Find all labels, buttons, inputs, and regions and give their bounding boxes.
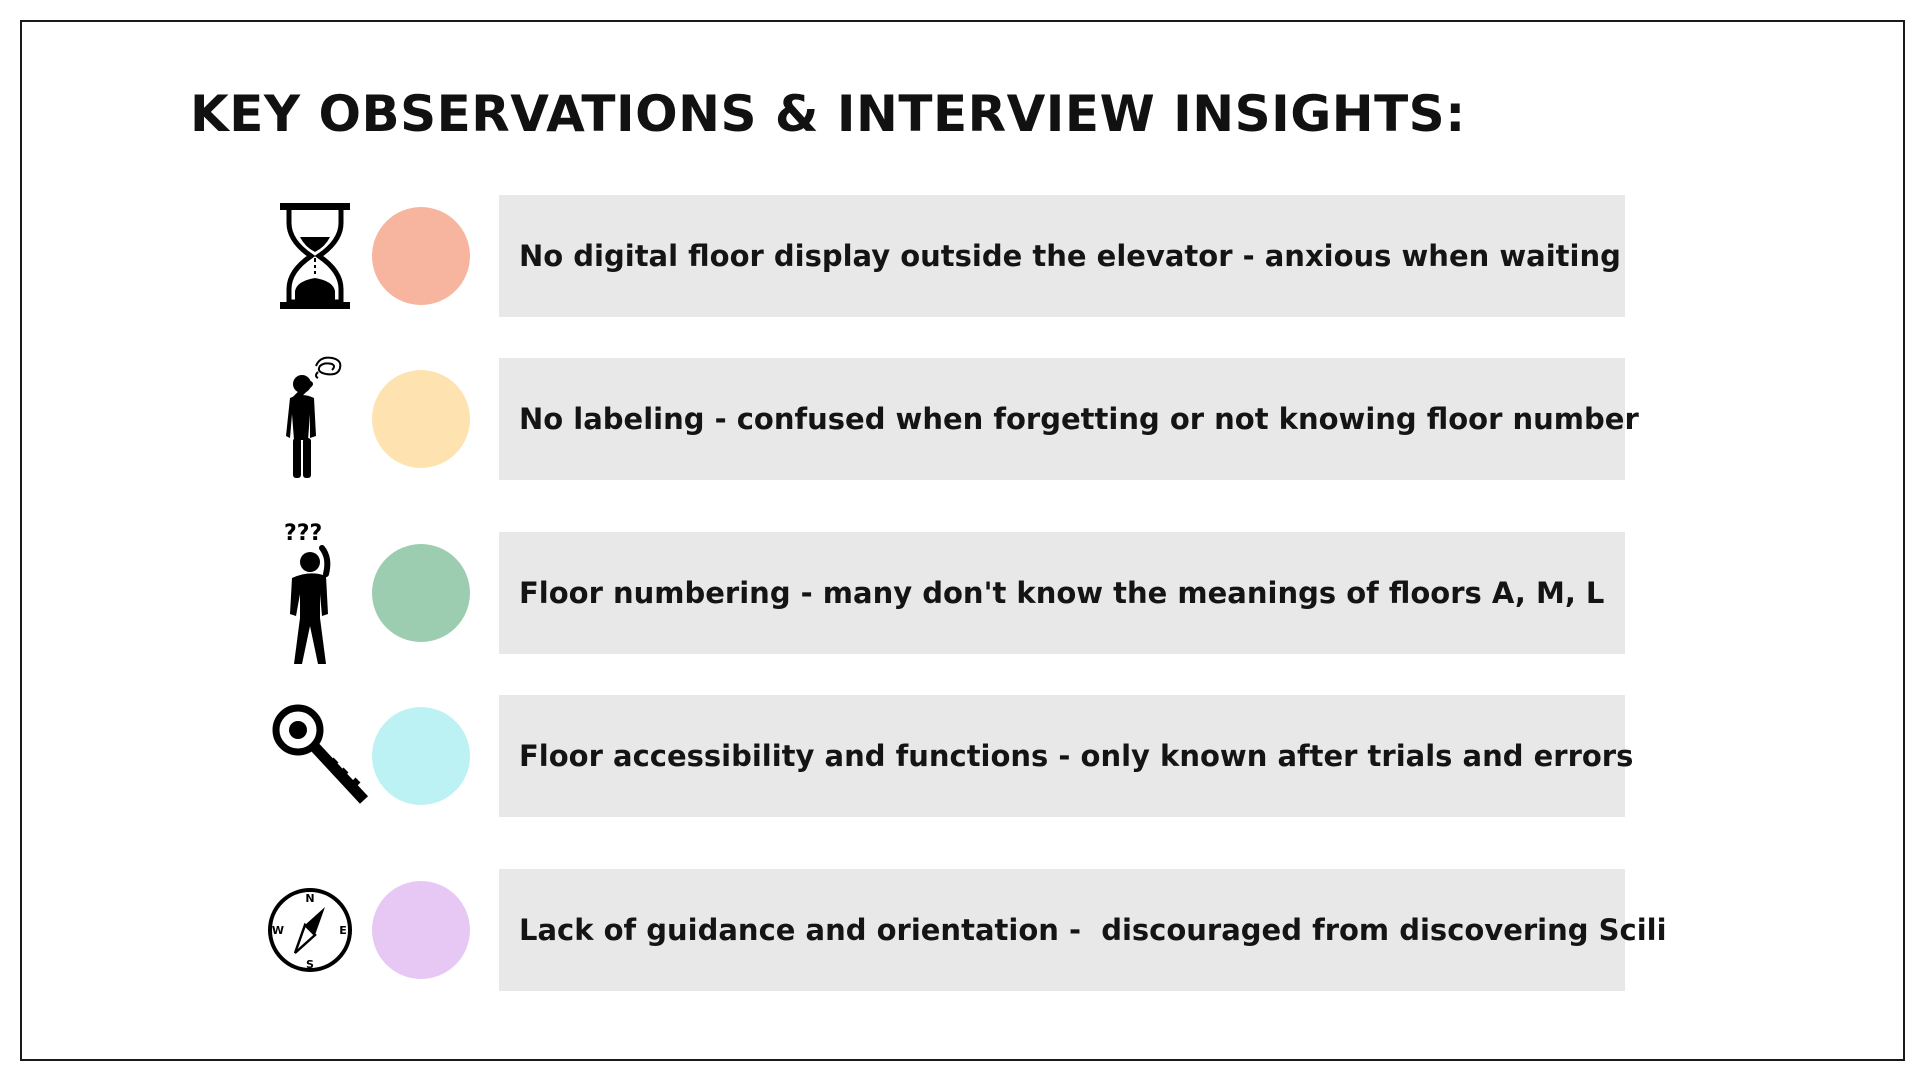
insight-row: ??? Floor numbering - many don't know th… bbox=[0, 521, 1920, 664]
insight-row: N S E W Lack of guidance and orientation… bbox=[0, 869, 1920, 991]
insight-text: No digital floor display outside the ele… bbox=[519, 239, 1621, 273]
insight-box: Floor accessibility and functions - only… bbox=[499, 695, 1633, 817]
status-dot-salmon bbox=[372, 207, 470, 305]
insight-box: Floor numbering - many don't know the me… bbox=[499, 532, 1625, 654]
confused-person-icon bbox=[255, 356, 375, 479]
insight-text: Lack of guidance and orientation - disco… bbox=[519, 913, 1667, 947]
key-icon bbox=[262, 696, 382, 816]
insight-box: No labeling - confused when forgetting o… bbox=[499, 358, 1639, 480]
svg-text:???: ??? bbox=[284, 521, 322, 546]
insight-text: No labeling - confused when forgetting o… bbox=[519, 402, 1639, 436]
insight-box: No digital floor display outside the ele… bbox=[499, 195, 1625, 317]
slide-title: KEY OBSERVATIONS & INTERVIEW INSIGHTS: bbox=[190, 85, 1466, 143]
insight-text: Floor accessibility and functions - only… bbox=[519, 739, 1634, 773]
compass-south-label: S bbox=[306, 958, 314, 971]
status-dot-lavender bbox=[372, 881, 470, 979]
insight-row: No labeling - confused when forgetting o… bbox=[0, 356, 1920, 480]
hourglass-icon bbox=[255, 196, 375, 316]
status-dot-cyan bbox=[372, 707, 470, 805]
status-dot-yellow bbox=[372, 370, 470, 468]
questioning-person-icon: ??? bbox=[255, 521, 375, 664]
insight-text: Floor numbering - many don't know the me… bbox=[519, 576, 1605, 610]
compass-north-label: N bbox=[305, 892, 314, 905]
insight-row: Floor accessibility and functions - only… bbox=[0, 695, 1920, 817]
insight-row: No digital floor display outside the ele… bbox=[0, 195, 1920, 317]
compass-east-label: E bbox=[339, 924, 347, 937]
compass-west-label: W bbox=[272, 924, 284, 937]
insight-box: Lack of guidance and orientation - disco… bbox=[499, 869, 1667, 991]
compass-icon: N S E W bbox=[250, 870, 370, 990]
status-dot-green bbox=[372, 544, 470, 642]
